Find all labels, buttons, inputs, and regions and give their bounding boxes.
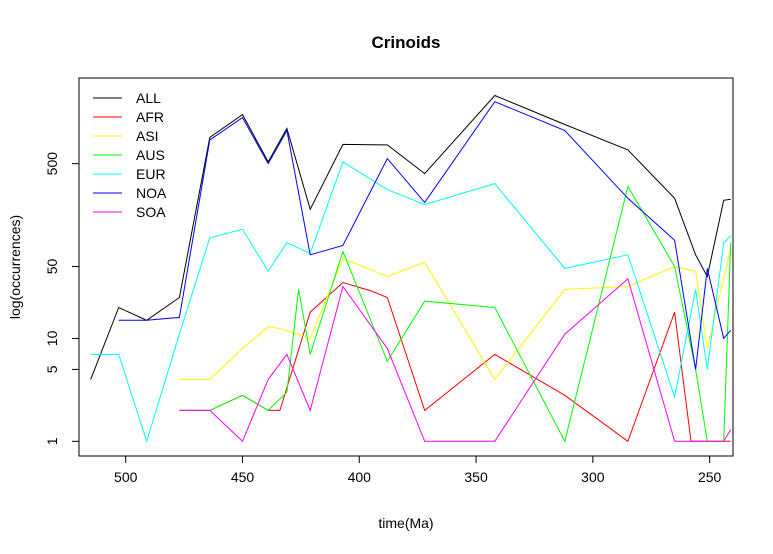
series-line-all bbox=[90, 94, 731, 380]
y-axis-label: log(occurrences) bbox=[7, 215, 23, 319]
legend-label-aus: AUS bbox=[136, 147, 165, 163]
plot-frame bbox=[78, 77, 734, 457]
y-axis: 1 5 10 50 500 bbox=[44, 152, 80, 445]
legend-label-asi: ASI bbox=[136, 128, 159, 144]
series-line-asi bbox=[179, 248, 732, 381]
y-tick-label: 10 bbox=[44, 330, 60, 346]
series-line-soa bbox=[179, 277, 732, 443]
series-line-aus bbox=[179, 185, 732, 443]
x-tick-label: 300 bbox=[581, 469, 605, 485]
legend-label-all: ALL bbox=[136, 90, 161, 106]
x-axis-label: time(Ma) bbox=[378, 515, 433, 531]
x-tick-label: 350 bbox=[464, 469, 488, 485]
x-tick-label: 500 bbox=[114, 469, 138, 485]
legend-label-afr: AFR bbox=[136, 109, 164, 125]
y-tick-label: 1 bbox=[44, 437, 60, 445]
series-line-afr bbox=[179, 281, 731, 443]
y-tick-label: 500 bbox=[44, 152, 60, 176]
y-tick-label: 5 bbox=[44, 365, 60, 373]
chart-title: Crinoids bbox=[372, 33, 441, 52]
legend: ALL AFR ASI AUS EUR NOA SOA bbox=[93, 90, 167, 220]
series-line-noa bbox=[118, 101, 732, 370]
x-tick-label: 400 bbox=[348, 469, 372, 485]
y-tick-label: 50 bbox=[44, 259, 60, 275]
x-tick-label: 450 bbox=[231, 469, 255, 485]
x-axis: 500 450 400 350 300 250 bbox=[114, 455, 722, 485]
legend-label-eur: EUR bbox=[136, 166, 166, 182]
x-tick-label: 250 bbox=[698, 469, 722, 485]
series-line-eur bbox=[90, 161, 732, 443]
legend-label-noa: NOA bbox=[136, 185, 167, 201]
legend-label-soa: SOA bbox=[136, 204, 166, 220]
series-layer bbox=[90, 94, 732, 443]
